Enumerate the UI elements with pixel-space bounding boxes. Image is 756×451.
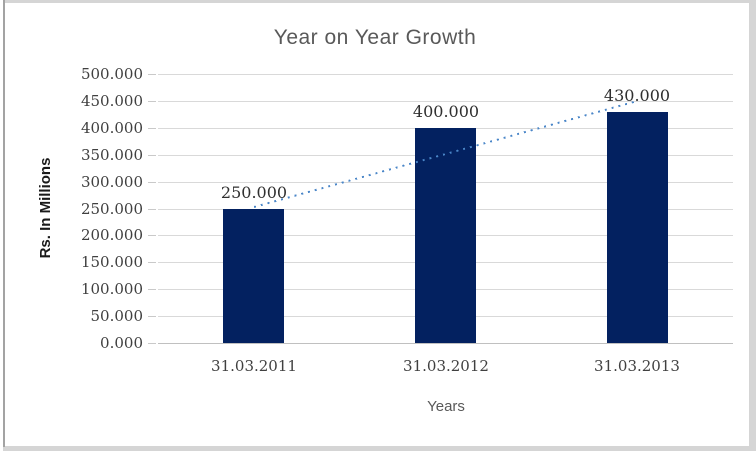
y-tick-label: 0.000 (100, 334, 143, 352)
y-axis-tick (148, 128, 156, 129)
bar-data-label: 430.000 (603, 86, 671, 105)
y-tick-label: 250.000 (80, 200, 143, 218)
y-axis-tick (148, 289, 156, 290)
bar-31.03.2012 (415, 128, 476, 343)
y-axis-tick (148, 182, 156, 183)
y-tick-label: 200.000 (80, 226, 143, 244)
chart-title: Year on Year Growth (273, 26, 477, 49)
x-axis-title: Years (427, 398, 465, 415)
y-tick-label: 300.000 (80, 173, 143, 191)
y-axis-tick (148, 235, 156, 236)
frame-border-bottom (3, 446, 756, 451)
y-axis-tick (148, 209, 156, 210)
frame-border-top (3, 0, 756, 3)
y-tick-label: 500.000 (80, 65, 143, 83)
y-axis-tick (148, 74, 156, 75)
y-tick-label: 100.000 (80, 280, 143, 298)
x-axis-line (158, 343, 733, 344)
y-axis-tick (148, 155, 156, 156)
x-tick-label: 31.03.2013 (594, 357, 680, 375)
bar-data-label: 250.000 (220, 183, 288, 202)
frame-border-left (3, 0, 5, 447)
y-tick-label: 150.000 (80, 253, 143, 271)
bar-31.03.2011 (223, 209, 284, 343)
y-axis-tick (148, 262, 156, 263)
frame-border-right (749, 0, 756, 451)
y-tick-label: 400.000 (80, 119, 143, 137)
x-tick-label: 31.03.2012 (403, 357, 489, 375)
bar-31.03.2013 (607, 112, 668, 343)
y-axis-tick (148, 101, 156, 102)
bar-data-label: 400.000 (412, 102, 480, 121)
gridline (158, 74, 733, 75)
gridline (158, 101, 733, 102)
y-axis-tick (148, 343, 156, 344)
y-tick-label: 450.000 (80, 92, 143, 110)
y-tick-label: 50.000 (90, 307, 144, 325)
y-axis-tick (148, 316, 156, 317)
y-tick-label: 350.000 (80, 146, 143, 164)
x-tick-label: 31.03.2011 (211, 357, 297, 375)
